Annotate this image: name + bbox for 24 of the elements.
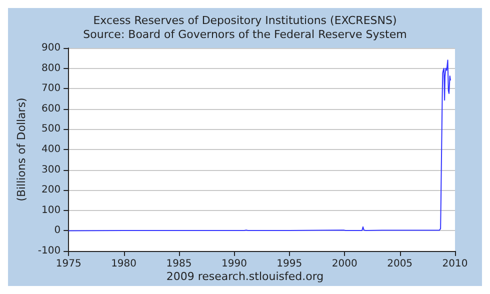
line-series — [68, 60, 451, 232]
x-tick-label: 2010 — [442, 258, 468, 270]
y-tick-label: 900 — [42, 42, 61, 54]
x-tick-label: 1980 — [111, 258, 137, 270]
y-tick-label: 0 — [54, 225, 61, 236]
y-tick-label: 800 — [42, 62, 61, 74]
y-tick-label: 200 — [42, 184, 61, 196]
y-axis-title: (Billions of Dollars) — [15, 98, 28, 202]
y-tick-label: 600 — [42, 103, 61, 114]
x-tick-label: 2000 — [332, 258, 358, 270]
x-tick-label: 1990 — [221, 258, 247, 270]
x-tick-label: 2005 — [387, 258, 413, 270]
y-tick-label: 300 — [42, 164, 61, 176]
y-tick-label: -100 — [38, 246, 61, 256]
y-tick-label: 700 — [42, 83, 61, 94]
y-tick-label: 100 — [42, 204, 61, 216]
x-tick-label: 1975 — [56, 258, 82, 270]
x-tick-label: 1985 — [166, 258, 192, 270]
text: 2009 research.stlouisfed.org — [166, 270, 324, 283]
x-tick-label: 1995 — [276, 258, 302, 270]
chart-title: Excess Reserves of Depository Institutions (EXCRESNS) — [93, 14, 397, 27]
y-tick-label: 400 — [42, 144, 61, 155]
chart-subtitle: Source: Board of Governors of the Federal Reserve System — [83, 28, 407, 41]
y-tick-label: 500 — [42, 124, 61, 135]
